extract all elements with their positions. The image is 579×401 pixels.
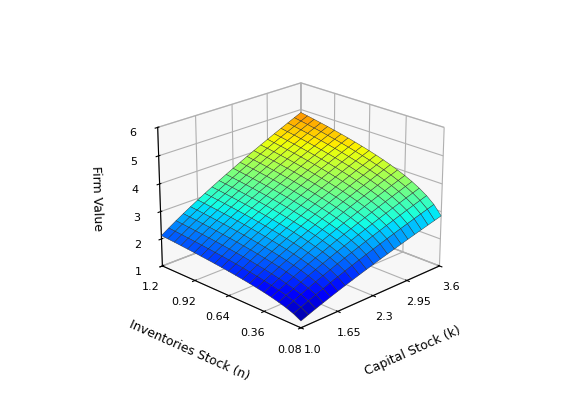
Y-axis label: Inventories Stock (n): Inventories Stock (n) — [127, 318, 251, 382]
X-axis label: Capital Stock (k): Capital Stock (k) — [363, 323, 463, 377]
